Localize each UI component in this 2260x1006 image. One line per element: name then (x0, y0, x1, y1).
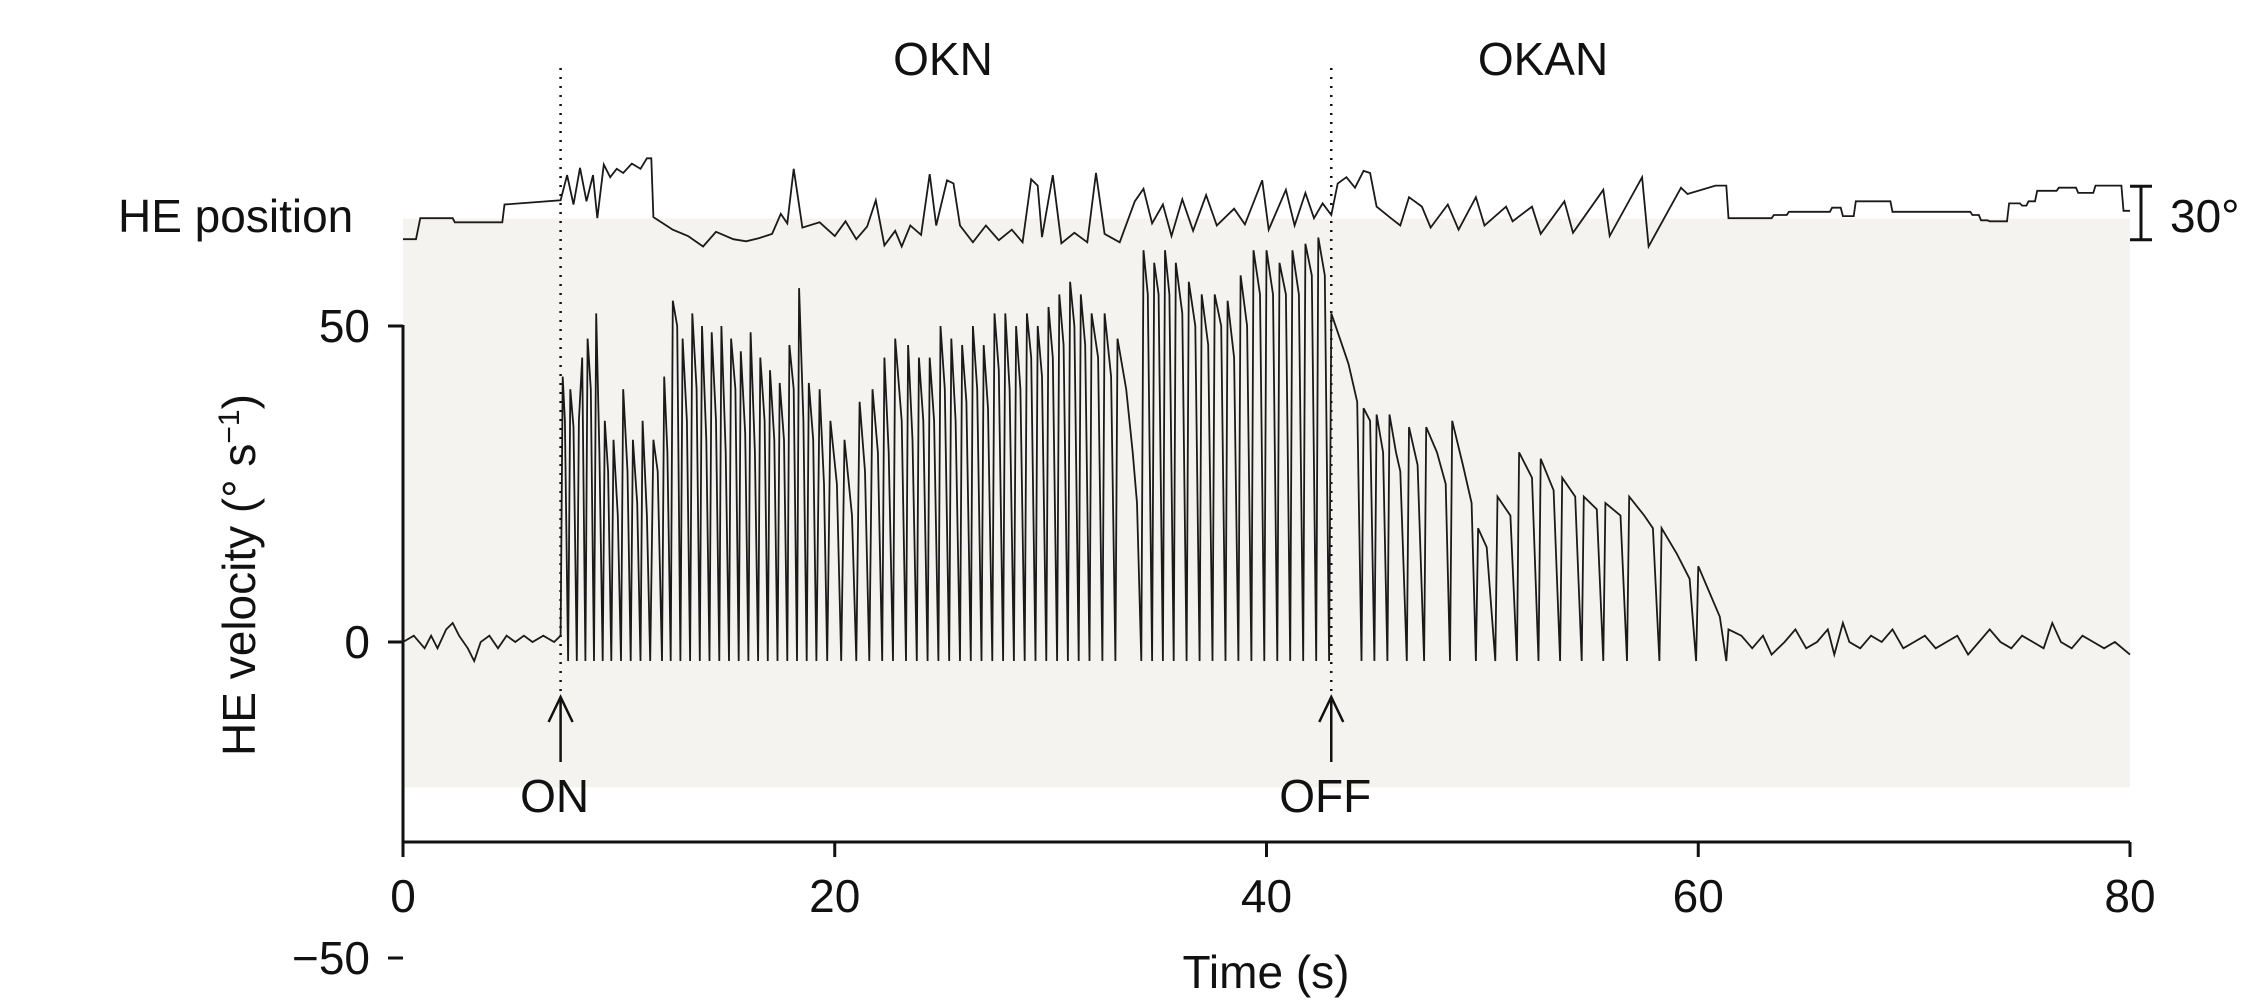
y-axis-label: HE velocity (° s−1) (213, 394, 265, 756)
x-tick-label: 40 (1241, 870, 1292, 922)
event-label-off: OFF (1279, 770, 1371, 822)
event-markers: ON OFF (520, 694, 1371, 822)
x-axis-ticks: 0 20 40 60 80 (390, 842, 2156, 922)
x-tick-label: 0 (390, 870, 416, 922)
phase-label-okan: OKAN (1478, 33, 1608, 85)
x-tick-label: 80 (2104, 870, 2155, 922)
x-tick-label: 20 (809, 870, 860, 922)
x-tick-label: 60 (1673, 870, 1724, 922)
event-arrowhead-off (1318, 694, 1345, 723)
position-trace (403, 157, 2130, 250)
scale-bar-label: 30° (2170, 190, 2240, 242)
y-axis-ticks: −50 0 50 (292, 300, 403, 984)
event-label-on: ON (520, 770, 589, 822)
y-tick-label: 0 (344, 616, 370, 668)
y-axis-label-main: HE velocity (° s (213, 444, 265, 756)
scale-bar (2130, 184, 2152, 242)
y-tick-label: 50 (319, 300, 370, 352)
y-tick-label: −50 (292, 932, 370, 984)
phase-label-okn: OKN (893, 33, 993, 85)
y-axis-label-superscript: −1 (213, 409, 246, 443)
velocity-trace (402, 237, 2131, 664)
y-axis-label-close: ) (213, 394, 265, 409)
position-panel-label: HE position (118, 190, 353, 242)
event-arrowhead-on (547, 694, 574, 723)
x-axis-label: Time (s) (1183, 946, 1350, 998)
